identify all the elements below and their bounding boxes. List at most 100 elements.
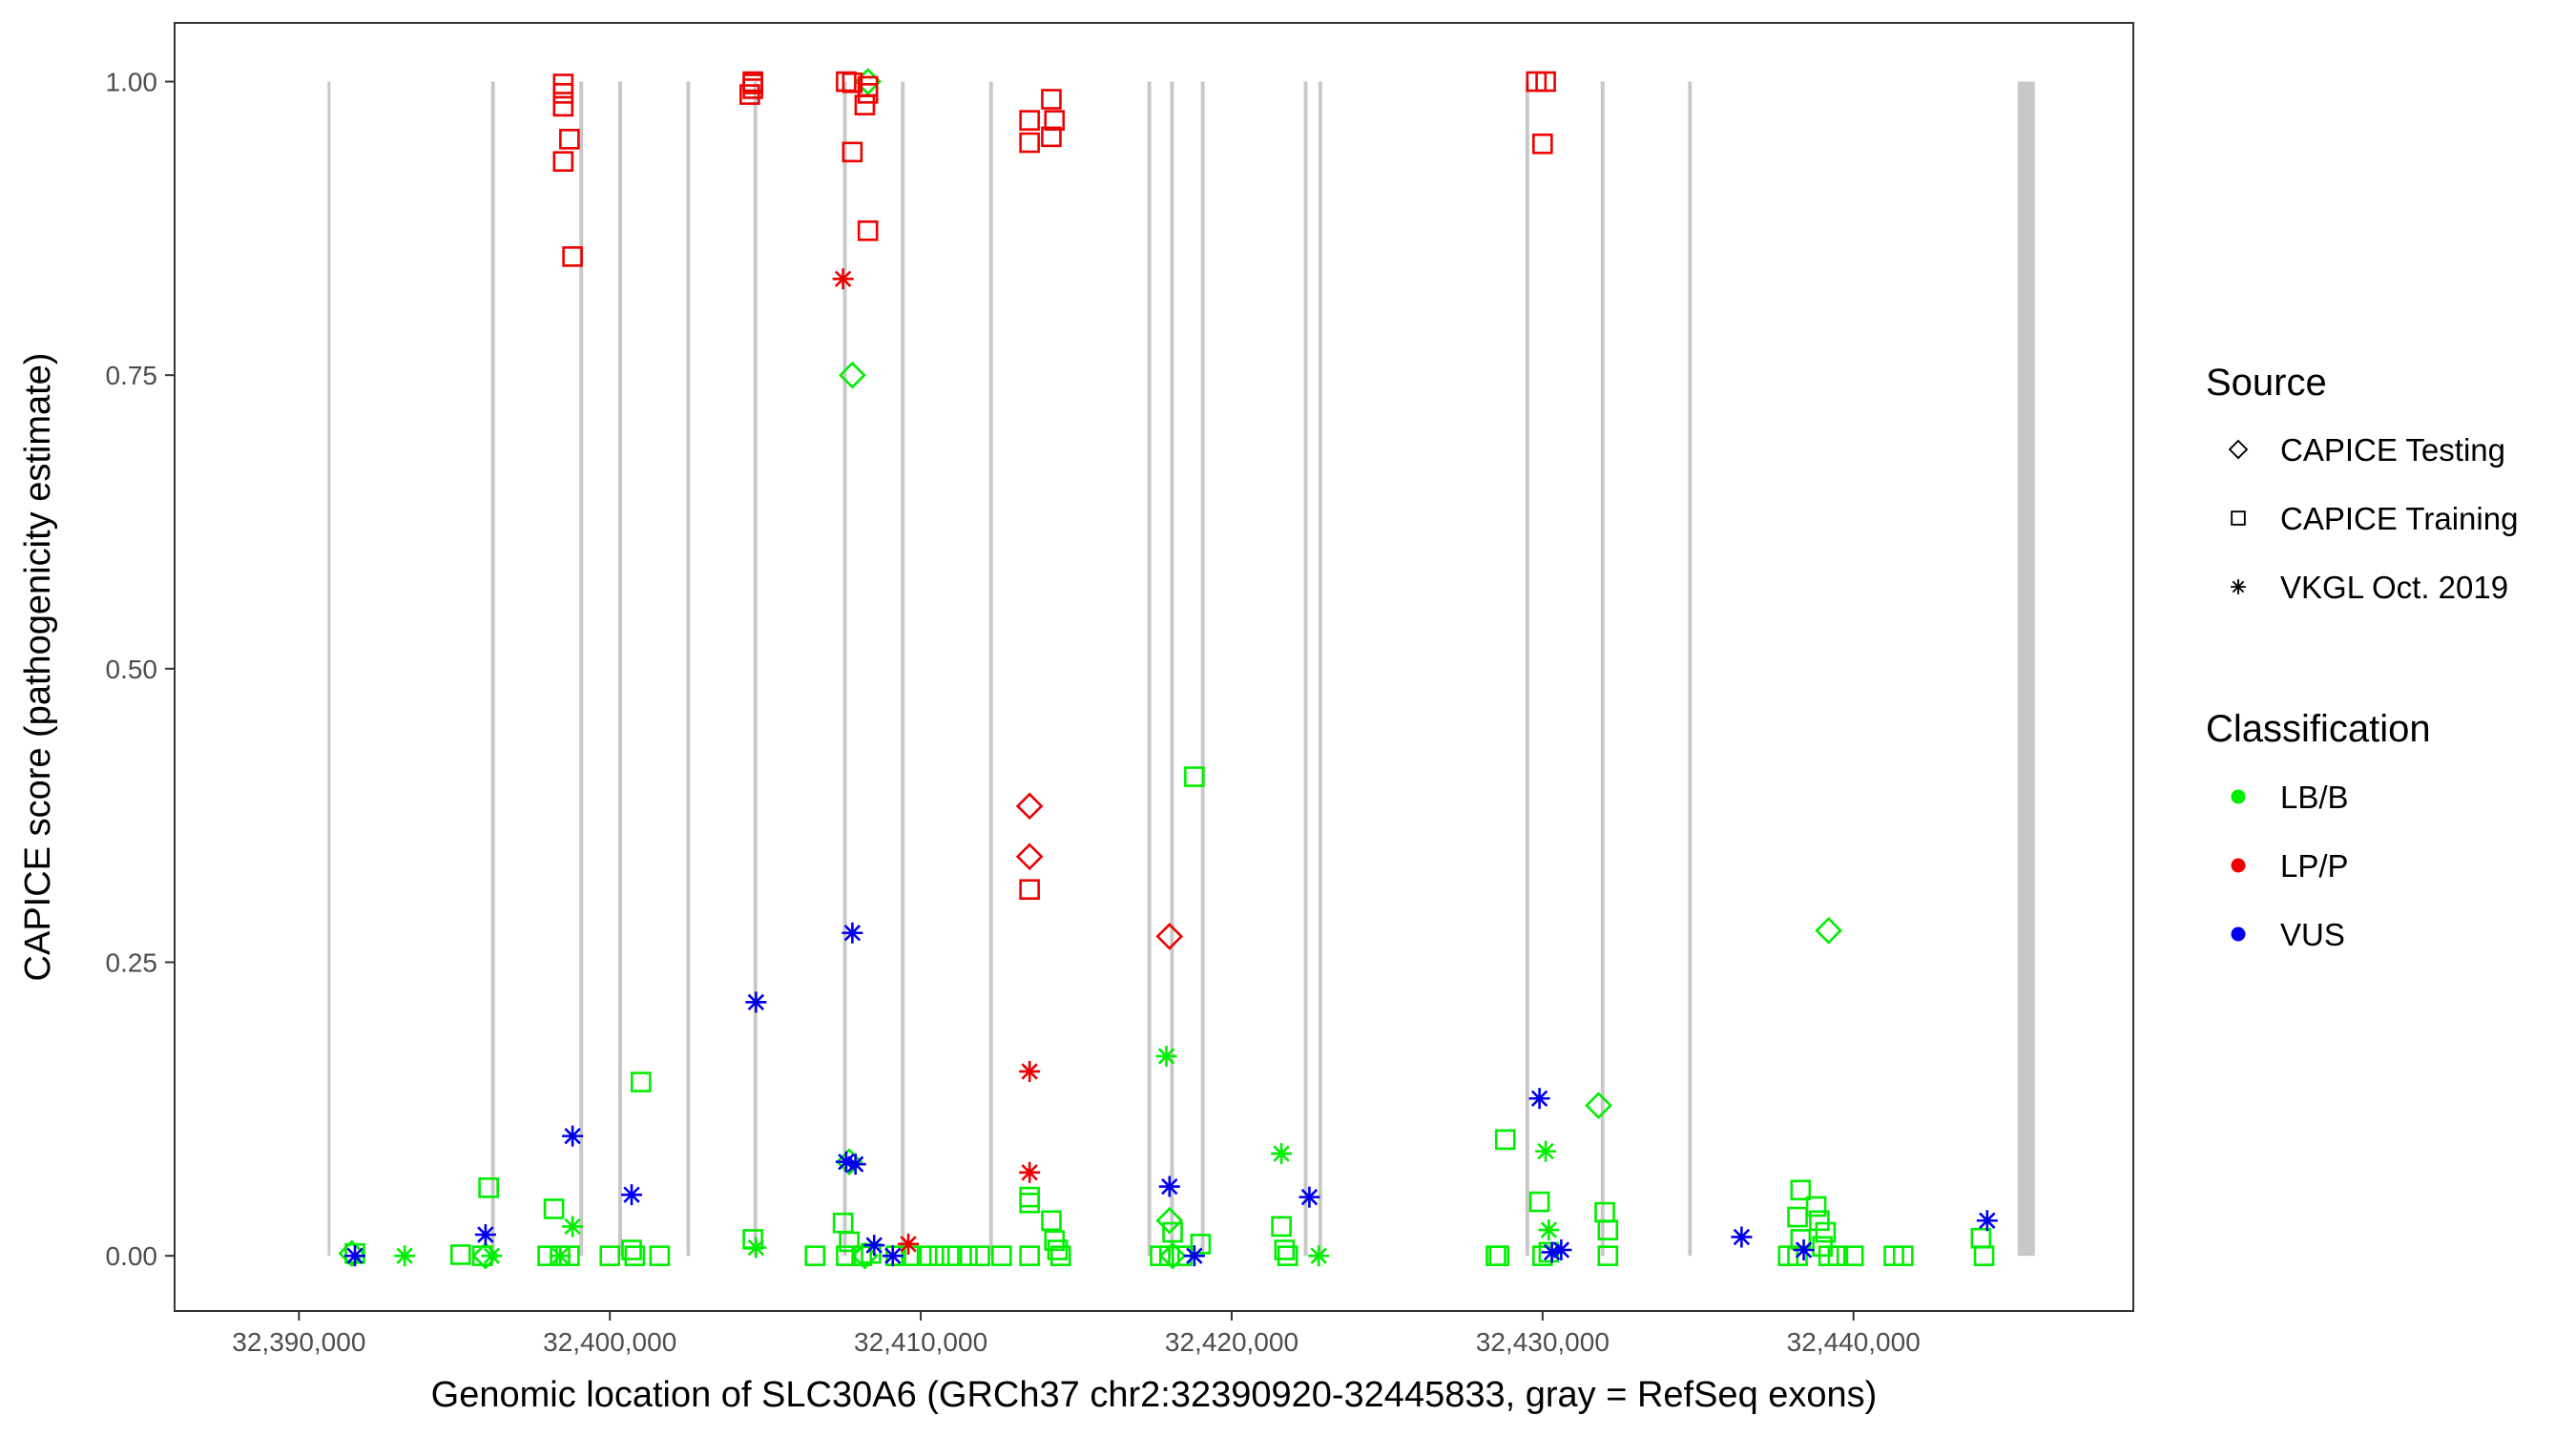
exon-bar	[490, 81, 495, 1257]
data-point	[739, 84, 760, 105]
data-point	[1274, 1239, 1296, 1260]
data-point	[649, 1245, 671, 1266]
data-point	[474, 1224, 496, 1246]
data-point	[957, 1245, 978, 1266]
data-point	[1585, 1092, 1612, 1119]
data-point	[1155, 1206, 1184, 1235]
legend-class-label: LB/B	[2280, 780, 2349, 815]
data-point	[621, 1239, 642, 1260]
exon-bar	[1147, 81, 1152, 1257]
data-point	[1488, 1245, 1510, 1266]
data-point	[1494, 1129, 1516, 1151]
exon-bar	[901, 81, 905, 1257]
y-tick-label: 0.00	[106, 1241, 158, 1271]
data-point	[1976, 1210, 1998, 1232]
data-point	[562, 246, 583, 267]
legend-class-label: LP/P	[2280, 848, 2349, 884]
exon-bar	[1525, 81, 1529, 1257]
data-point	[562, 1216, 584, 1238]
y-tick-label: 0.50	[106, 655, 158, 684]
data-point	[344, 1245, 366, 1267]
legend-source-label: CAPICE Training	[2280, 501, 2518, 536]
data-point	[599, 1245, 621, 1266]
data-point	[1041, 126, 1062, 148]
y-tick-label: 0.75	[106, 361, 158, 390]
data-point	[857, 220, 879, 241]
data-point	[471, 1241, 500, 1270]
data-point	[1973, 1245, 1995, 1266]
data-point	[1158, 1176, 1180, 1197]
data-point	[552, 95, 574, 117]
y-tick-label: 1.00	[106, 68, 158, 97]
data-point	[1298, 1186, 1320, 1208]
data-point	[841, 141, 863, 163]
data-point	[916, 1245, 938, 1266]
data-point	[1541, 1241, 1563, 1263]
y-axis-title: CAPICE score (pathogenicity estimate)	[18, 353, 58, 982]
data-point	[1793, 1239, 1815, 1261]
exon-bar	[2017, 81, 2035, 1257]
x-axis-title: Genomic location of SLC30A6 (GRCh37 chr2…	[431, 1375, 1878, 1415]
data-point	[844, 1154, 866, 1176]
legend-class-key	[2231, 858, 2246, 873]
data-point	[941, 1245, 963, 1266]
data-point	[857, 83, 879, 104]
data-point	[1019, 1192, 1040, 1214]
exon-layer	[327, 81, 2035, 1257]
data-point	[1271, 1216, 1292, 1238]
legend-source-label: VKGL Oct. 2019	[2280, 570, 2508, 605]
data-point	[1550, 1239, 1572, 1261]
data-point	[854, 94, 876, 115]
legend-source-title: Source	[2206, 362, 2327, 404]
exon-bar	[1318, 81, 1322, 1257]
exon-bar	[842, 81, 847, 1257]
legend-source-key	[2231, 510, 2246, 526]
legend-source-key	[2228, 439, 2249, 460]
data-point	[745, 1237, 767, 1259]
data-point	[1535, 71, 1556, 93]
data-point	[478, 1176, 499, 1198]
legend: Source Classification CAPICE Testing CAPI…	[2206, 362, 2518, 952]
exon-bar	[1600, 81, 1605, 1257]
point-layer	[338, 68, 1998, 1270]
data-point	[832, 268, 854, 290]
data-point	[1787, 1206, 1808, 1228]
data-point	[1787, 1245, 1808, 1266]
data-point	[1277, 1245, 1298, 1266]
data-point	[450, 1244, 471, 1265]
x-tick-label: 32,430,000	[1476, 1327, 1610, 1357]
x-tick-label: 32,410,000	[854, 1327, 987, 1357]
data-point	[1019, 1161, 1041, 1183]
data-point	[804, 1245, 826, 1266]
data-point	[1158, 1245, 1180, 1266]
data-point	[1893, 1245, 1914, 1266]
data-point	[631, 1072, 652, 1093]
data-point	[1015, 843, 1044, 871]
legend-source-key	[2231, 579, 2246, 594]
legend-classification-title: Classification	[2206, 708, 2431, 750]
data-point	[898, 1233, 920, 1255]
plot-panel-border	[174, 22, 2134, 1312]
data-point	[1044, 110, 1066, 131]
data-point	[1015, 792, 1044, 821]
y-tick-label: 0.25	[106, 948, 158, 978]
legend-class-key	[2231, 926, 2246, 942]
data-point	[1158, 1241, 1187, 1270]
data-point	[969, 1245, 990, 1266]
data-point	[742, 78, 763, 99]
exon-bar	[1200, 81, 1205, 1257]
exon-bar	[753, 81, 758, 1257]
data-point	[836, 1245, 857, 1266]
exon-bar	[579, 81, 584, 1257]
data-point	[552, 83, 574, 104]
axis-layer: 32,390,000 32,400,000 32,410,000 32,420,000…	[106, 68, 1921, 1357]
data-point	[1815, 1221, 1837, 1243]
data-point	[1162, 1221, 1183, 1243]
data-point	[991, 1245, 1012, 1266]
data-point	[1019, 1245, 1040, 1266]
data-point	[863, 1235, 885, 1257]
data-point	[1184, 766, 1205, 787]
legend-source-label: CAPICE Testing	[2280, 432, 2505, 468]
data-point	[559, 129, 580, 150]
